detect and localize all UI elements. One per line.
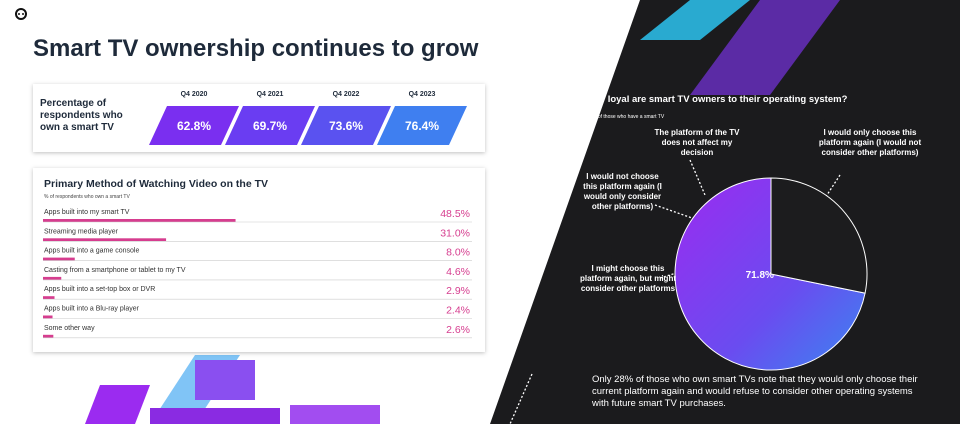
value-label: 2.9% xyxy=(446,285,470,297)
note: Only 28% of those who own smart TVs note… xyxy=(592,374,918,409)
bar xyxy=(43,276,62,280)
category-label: Some other way xyxy=(44,325,95,332)
value-label: 8.0% xyxy=(446,247,470,259)
pie-subtitle: % of those who have a smart TV xyxy=(592,114,665,120)
logo xyxy=(15,8,27,20)
slice-value: 71.8% xyxy=(746,270,774,281)
bar xyxy=(43,315,53,319)
value-label: 2.4% xyxy=(446,305,470,317)
pie-title: How loyal are smart TV owners to their o… xyxy=(585,94,848,105)
annotation: The platform of the TV does not affect m… xyxy=(654,128,740,157)
column-label: Q4 2020 xyxy=(181,91,208,98)
value-label: 62.8% xyxy=(177,119,211,133)
ownership-cell xyxy=(149,106,239,145)
value-label: 76.4% xyxy=(405,119,439,133)
column-label: Q4 2023 xyxy=(409,91,436,98)
decoration xyxy=(150,408,280,424)
value-label: 69.7% xyxy=(253,119,287,133)
page-title: Smart TV ownership continues to grow xyxy=(33,35,479,62)
decoration xyxy=(690,0,840,95)
decoration xyxy=(195,360,255,400)
ownership-cell xyxy=(377,106,467,145)
decoration xyxy=(290,405,380,424)
value-label: 48.5% xyxy=(440,208,470,220)
category-label: Apps built into a set-top box or DVR xyxy=(44,286,155,293)
bar xyxy=(43,296,55,300)
decoration xyxy=(640,0,750,40)
category-label: Apps built into a game console xyxy=(44,248,139,255)
category-label: Apps built into a Blu-ray player xyxy=(44,306,140,313)
ownership-cell xyxy=(225,106,315,145)
slice-label: I would only choose this platform again … xyxy=(818,128,922,157)
pie-slice xyxy=(674,177,866,371)
value-label: 4.6% xyxy=(446,266,470,278)
ownership-title: Percentage of respondents who own a smar… xyxy=(40,98,123,133)
annotation: I would not choose this platform again (… xyxy=(583,172,662,211)
bar xyxy=(43,334,54,338)
value-label: 2.6% xyxy=(446,324,470,336)
chart-title: Primary Method of Watching Video on the … xyxy=(44,178,268,190)
bar xyxy=(43,219,236,222)
slice-label: I might choose this platform again, but … xyxy=(580,264,676,293)
decoration xyxy=(85,385,150,424)
value-label: 73.6% xyxy=(329,119,363,133)
bar xyxy=(43,257,75,261)
bar xyxy=(43,238,167,242)
category-label: Streaming media player xyxy=(44,228,119,235)
category-label: Apps built into my smart TV xyxy=(44,209,130,216)
column-label: Q4 2022 xyxy=(333,91,360,98)
card xyxy=(33,168,485,352)
value-label: 31.0% xyxy=(440,227,470,239)
category-label: Casting from a smartphone or tablet to m… xyxy=(44,267,186,274)
pie-slice xyxy=(770,177,868,294)
chart-subtitle: % of respondents who own a smart TV xyxy=(44,194,130,200)
column-label: Q4 2021 xyxy=(257,91,284,98)
ownership-cell xyxy=(301,106,391,145)
